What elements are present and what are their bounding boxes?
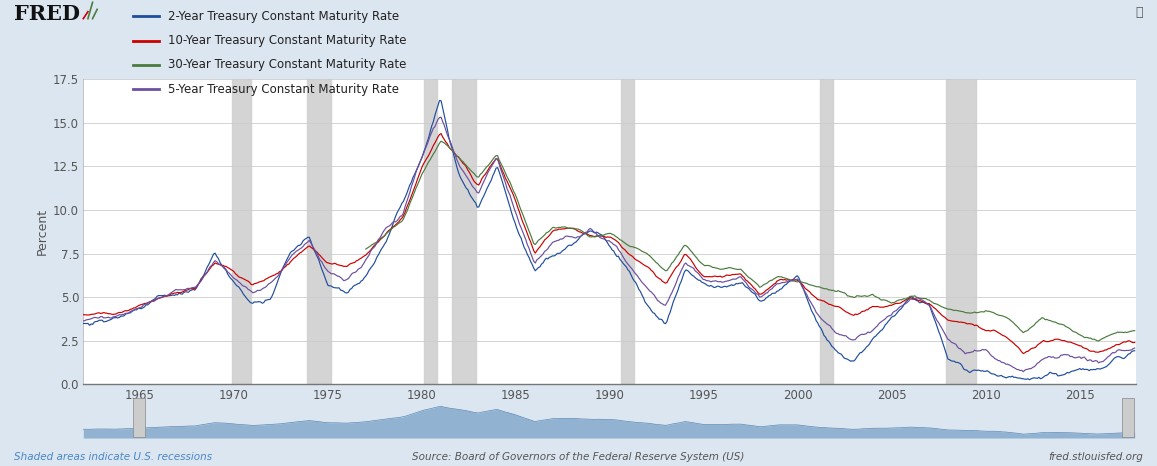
Text: 5-Year Treasury Constant Maturity Rate: 5-Year Treasury Constant Maturity Rate bbox=[168, 82, 399, 96]
Bar bbox=[946, 79, 977, 384]
Bar bbox=[820, 79, 833, 384]
Text: fred.stlouisfed.org: fred.stlouisfed.org bbox=[1048, 452, 1143, 462]
Bar bbox=[621, 79, 634, 384]
Bar bbox=[451, 79, 477, 384]
Text: Shaded areas indicate U.S. recessions: Shaded areas indicate U.S. recessions bbox=[14, 452, 212, 462]
Text: FRED: FRED bbox=[14, 4, 80, 24]
Bar bbox=[423, 79, 436, 384]
Y-axis label: Percent: Percent bbox=[36, 208, 49, 255]
Text: ⤢: ⤢ bbox=[1136, 6, 1143, 19]
Bar bbox=[231, 79, 251, 384]
Text: 30-Year Treasury Constant Maturity Rate: 30-Year Treasury Constant Maturity Rate bbox=[168, 58, 406, 71]
Bar bbox=[307, 79, 331, 384]
Text: 10-Year Treasury Constant Maturity Rate: 10-Year Treasury Constant Maturity Rate bbox=[168, 34, 406, 47]
Text: 2-Year Treasury Constant Maturity Rate: 2-Year Treasury Constant Maturity Rate bbox=[168, 10, 399, 23]
Text: Source: Board of Governors of the Federal Reserve System (US): Source: Board of Governors of the Federa… bbox=[412, 452, 745, 462]
